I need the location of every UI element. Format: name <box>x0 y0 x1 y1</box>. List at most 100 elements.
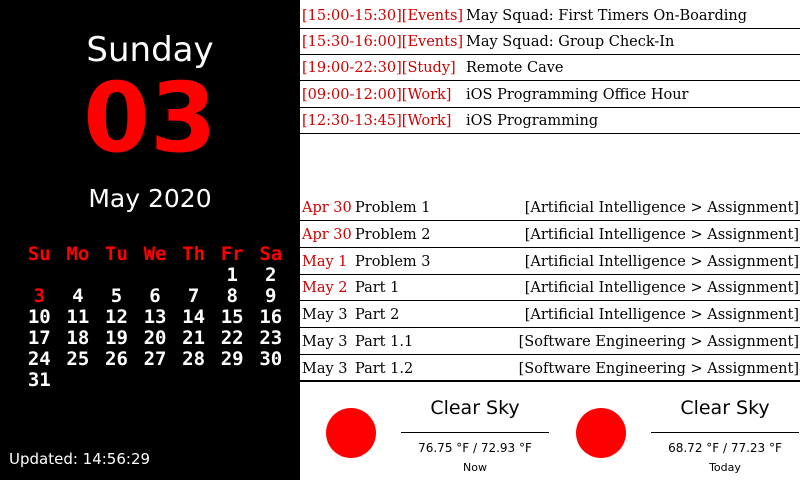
weather-condition: Clear Sky <box>680 397 770 419</box>
event-row: [15:30-16:00][Events] May Squad: Group Ch… <box>300 28 800 56</box>
calendar-day <box>59 370 98 391</box>
calendar-week-row: 31 <box>20 370 290 391</box>
event-title: May Squad: First Timers On-Boarding <box>466 8 748 24</box>
calendar-day: 20 <box>143 327 167 349</box>
task-course: [Software Engineering > Assignment] <box>518 334 799 350</box>
calendar-day: 12 <box>105 306 128 328</box>
task-due-date: May 3 <box>302 334 348 350</box>
event-title: iOS Programming Office Hour <box>466 86 689 103</box>
task-course: [Artificial Intelligence > Assignment] <box>524 253 799 270</box>
weather-condition: Clear Sky <box>430 397 520 419</box>
weather-card: Clear Sky 76.75 °F / 72.93 °F Now <box>300 384 550 480</box>
month-calendar: Su Mo Tu We Th Fr Sa 1 2 3 4 5 6 7 8 9 10 11 12 13 14 15 16 17 1… <box>20 244 290 391</box>
event-time: [09:00-12:00][Work] <box>302 86 452 103</box>
task-name: Part 1 <box>355 280 400 297</box>
task-course: [Artificial Intelligence > Assignment] <box>524 307 799 324</box>
calendar-day: 14 <box>182 306 206 328</box>
weekday-header: Mo <box>66 243 90 265</box>
calendar-day: 28 <box>182 348 206 370</box>
task-name: Part 1.1 <box>355 334 414 350</box>
calendar-day: 9 <box>265 285 277 307</box>
event-time: [15:00-15:30][Events] <box>302 8 464 24</box>
calendar-day: 16 <box>259 306 283 328</box>
weekday-header: Th <box>182 243 206 265</box>
updated-timestamp: Updated: 14:56:29 <box>9 450 151 468</box>
calendar-day: 31 <box>27 369 51 391</box>
task-due-date: May 1 <box>302 253 348 270</box>
task-name: Problem 2 <box>355 226 431 243</box>
task-row: May 2 Part 1 [Artificial Intelligence > As… <box>300 274 800 302</box>
calendar-day: 26 <box>105 348 128 370</box>
calendar-day <box>20 265 59 286</box>
event-row: [12:30-13:45][Work] iOS Programming <box>300 107 800 134</box>
task-row: Apr 30 Problem 2 [Artificial Intelligence … <box>300 221 800 248</box>
weekday-header: Tu <box>105 243 128 265</box>
event-row: [15:00-15:30][Events] May Squad: First Ti… <box>300 2 800 29</box>
date-panel: Sunday 03 May 2020 Su Mo Tu We Th Fr Sa 1 2 3 4 5 6 7… <box>0 0 300 480</box>
weekday-header: Su <box>27 243 51 265</box>
calendar-day: 4 <box>72 285 84 307</box>
calendar-day: 25 <box>66 348 90 370</box>
event-title: Remote Cave <box>466 60 564 77</box>
calendar-week-row: 17 18 19 20 21 22 23 <box>20 328 290 349</box>
task-course: [Artificial Intelligence > Assignment] <box>524 200 799 216</box>
task-name: Problem 3 <box>355 253 431 270</box>
sun-icon <box>326 408 376 458</box>
event-time: [19:00-22:30][Study] <box>302 60 456 77</box>
task-name: Problem 1 <box>355 200 431 216</box>
calendar-week-row: 24 25 26 27 28 29 30 <box>20 349 290 370</box>
calendar-day: 22 <box>220 327 244 349</box>
calendar-day <box>97 265 136 286</box>
event-time: [15:30-16:00][Events] <box>302 34 464 51</box>
weather-period-label: Now <box>463 461 487 474</box>
calendar-day: 19 <box>105 327 128 349</box>
calendar-day <box>136 265 175 286</box>
task-due-date: Apr 30 <box>302 226 352 243</box>
calendar-day: 2 <box>265 264 277 286</box>
weather-divider-line <box>401 432 549 433</box>
calendar-day-today: 3 <box>33 285 46 307</box>
calendar-header-row: Su Mo Tu We Th Fr Sa <box>20 244 290 265</box>
calendar-day <box>97 370 136 391</box>
calendar-day <box>59 265 98 286</box>
calendar-day <box>251 370 290 391</box>
weekday-header: We <box>143 243 167 265</box>
weather-card: Clear Sky 68.72 °F / 77.23 °F Today <box>550 384 800 480</box>
calendar-day: 29 <box>220 348 244 370</box>
calendar-day <box>174 370 213 391</box>
task-due-date: May 2 <box>302 280 348 297</box>
weather-temperatures: 68.72 °F / 77.23 °F <box>668 441 782 455</box>
calendar-day <box>174 265 213 286</box>
calendar-day <box>136 370 175 391</box>
calendar-day: 27 <box>143 348 167 370</box>
task-row: May 3 Part 1.1 [Software Engineering > Ass… <box>300 328 800 355</box>
calendar-day: 11 <box>66 306 90 328</box>
event-time: [12:30-13:45][Work] <box>302 112 452 129</box>
calendar-week-row: 10 11 12 13 14 15 16 <box>20 307 290 328</box>
weather-period-label: Today <box>709 461 741 474</box>
calendar-day: 21 <box>182 327 206 349</box>
weather-temperatures: 76.75 °F / 72.93 °F <box>418 441 532 455</box>
calendar-day: 1 <box>226 264 238 286</box>
calendar-day: 8 <box>226 285 238 307</box>
calendar-day: 13 <box>143 306 167 328</box>
weather-divider-line <box>651 432 799 433</box>
task-course: [Artificial Intelligence > Assignment] <box>524 280 799 297</box>
task-due-date: Apr 30 <box>302 200 352 216</box>
calendar-day: 23 <box>259 327 283 349</box>
sun-icon <box>576 408 626 458</box>
calendar-day <box>213 370 252 391</box>
task-name: Part 2 <box>355 307 400 324</box>
task-course: [Software Engineering > Assignment] <box>518 360 799 377</box>
event-row: [09:00-12:00][Work] iOS Programming Offic… <box>300 81 800 108</box>
calendar-day: 17 <box>27 327 51 349</box>
task-course: [Artificial Intelligence > Assignment] <box>524 226 799 243</box>
calendar-day: 18 <box>66 327 90 349</box>
weekday-header: Sa <box>259 243 283 265</box>
calendar-week-row: 3 4 5 6 7 8 9 <box>20 286 290 307</box>
weather-divider <box>300 380 800 382</box>
month-year-label: May 2020 <box>88 184 212 213</box>
calendar-day: 15 <box>220 306 244 328</box>
task-row: May 3 Part 1.2 [Software Engineering > Ass… <box>300 355 800 382</box>
